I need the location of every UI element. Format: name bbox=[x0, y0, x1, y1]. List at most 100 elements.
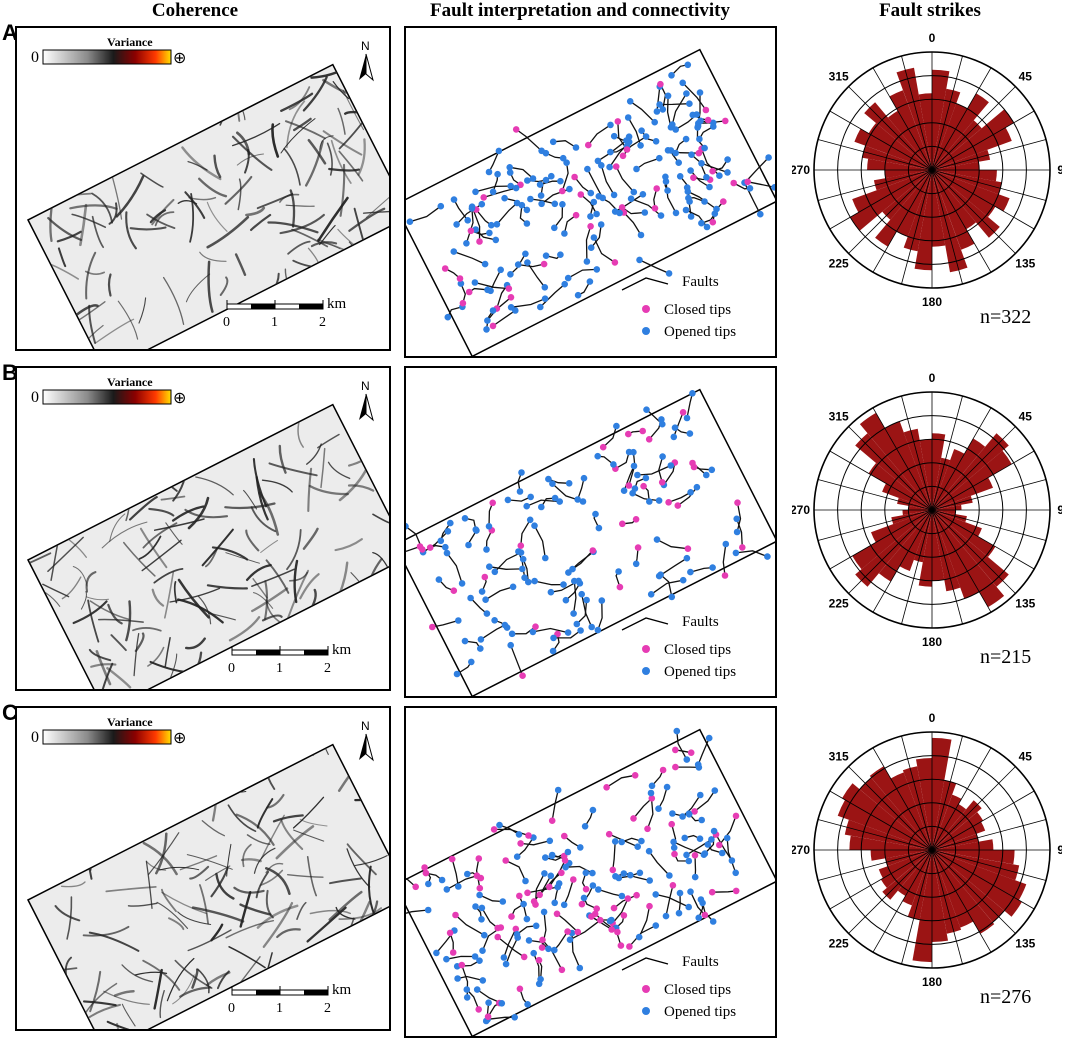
rose-petal bbox=[932, 457, 951, 510]
rose-petal bbox=[932, 170, 997, 182]
scale-bar: 0 1 2km bbox=[223, 296, 347, 330]
svg-text:N: N bbox=[361, 39, 370, 53]
rose-petal bbox=[888, 110, 932, 170]
rose-petal bbox=[932, 850, 1022, 917]
rose-petal bbox=[932, 833, 979, 850]
rose-petal bbox=[932, 850, 1027, 901]
rose-petal bbox=[932, 109, 1014, 170]
rose-petal bbox=[918, 93, 932, 170]
rose-petal bbox=[849, 835, 932, 850]
header-fault-strikes: Fault strikes bbox=[879, 0, 981, 21]
rose-angle-label: 90 bbox=[1057, 503, 1062, 517]
rose-petal bbox=[896, 67, 932, 170]
svg-text:Faults: Faults bbox=[682, 954, 719, 970]
rose-angle-label: 45 bbox=[1019, 70, 1033, 84]
rose-petal bbox=[871, 510, 932, 543]
coherence-map-area bbox=[26, 63, 389, 349]
rose-petal bbox=[880, 850, 932, 888]
header-coherence: Coherence bbox=[151, 0, 239, 21]
rose-petal bbox=[932, 850, 974, 928]
rose-petal bbox=[932, 510, 945, 581]
rose-petal bbox=[913, 510, 932, 563]
rose-petal bbox=[932, 850, 995, 934]
rose-petal bbox=[932, 477, 993, 510]
rose-petal bbox=[932, 510, 1005, 608]
svg-text:Closed tips: Closed tips bbox=[664, 302, 731, 318]
rose-angle-label: 90 bbox=[1057, 163, 1062, 177]
rose-petal bbox=[837, 799, 932, 850]
scale-bar: 0 1 2km bbox=[228, 642, 352, 676]
svg-text:2: 2 bbox=[319, 315, 326, 330]
rose-petal bbox=[932, 170, 996, 217]
svg-text:Variance: Variance bbox=[107, 715, 153, 729]
rose-angle-label: 270 bbox=[792, 843, 810, 857]
variance-colorbar bbox=[42, 389, 172, 405]
svg-text:Closed tips: Closed tips bbox=[664, 642, 731, 658]
rose-petal bbox=[902, 766, 932, 850]
rose-petal bbox=[859, 412, 932, 510]
rose-petal bbox=[932, 850, 962, 934]
svg-text:0: 0 bbox=[223, 315, 230, 330]
variance-colorbar bbox=[42, 49, 172, 65]
rose-petal bbox=[897, 497, 932, 510]
rose-petal bbox=[903, 170, 932, 252]
rose-petal bbox=[907, 850, 932, 920]
svg-text:0: 0 bbox=[31, 729, 39, 746]
sample-count: n=215 bbox=[980, 646, 1032, 668]
north-arrow-icon: N bbox=[359, 379, 374, 422]
rose-petal bbox=[852, 510, 932, 570]
fault-map: Faults Closed tips Opened tips bbox=[406, 727, 775, 1036]
north-arrow-icon: N bbox=[359, 39, 374, 82]
rose-petal bbox=[932, 510, 967, 523]
rose-petal bbox=[882, 483, 932, 510]
rose-petal bbox=[890, 772, 932, 850]
svg-text:Opened tips: Opened tips bbox=[664, 1004, 736, 1020]
svg-text:Faults: Faults bbox=[682, 614, 719, 630]
rose-petal bbox=[878, 510, 932, 582]
rose-petal bbox=[844, 819, 932, 850]
fault-panel: Faults Closed tips Opened tips bbox=[404, 366, 777, 698]
rose-petal bbox=[873, 170, 932, 191]
sample-count: n=276 bbox=[980, 986, 1032, 1008]
scale-bar: 0 1 2km bbox=[228, 982, 352, 1016]
rose-petal bbox=[932, 510, 980, 599]
rose-petal bbox=[908, 505, 932, 510]
svg-text:⊕: ⊕ bbox=[173, 48, 186, 67]
coherence-map: Variance 0 ⊕ N 0 1 2km bbox=[26, 715, 389, 1029]
rose-petal bbox=[912, 850, 932, 963]
rose-petal bbox=[932, 839, 994, 850]
rose-petal bbox=[854, 128, 932, 170]
svg-text:Variance: Variance bbox=[107, 35, 153, 49]
rose-petal bbox=[932, 850, 1020, 881]
svg-text:Opened tips: Opened tips bbox=[664, 664, 736, 680]
rose-petal bbox=[932, 737, 952, 850]
header-fault-interpretation: Fault interpretation and connectivity bbox=[430, 0, 730, 21]
rose-petal bbox=[884, 421, 932, 510]
rose-diagram: 0 45 90 135 180 225 270 315 bbox=[792, 362, 1062, 652]
rose-angle-label: 225 bbox=[829, 596, 849, 610]
rose-petal bbox=[899, 510, 932, 571]
rose-petal bbox=[932, 170, 1002, 195]
rose-petal bbox=[867, 158, 932, 170]
rose-angle-label: 180 bbox=[922, 635, 942, 649]
north-arrow-icon: N bbox=[359, 719, 374, 762]
rose-petal bbox=[932, 510, 996, 557]
coherence-panel: Variance 0 ⊕ N 0 1 2 km bbox=[15, 366, 391, 691]
rose-angle-label: 0 bbox=[929, 31, 936, 45]
rose-petal bbox=[918, 510, 932, 587]
fault-map-outline bbox=[406, 48, 775, 356]
rose-diagram: 0 45 90 135 180 225 270 315 bbox=[792, 702, 1062, 992]
svg-text:2: 2 bbox=[324, 661, 331, 676]
rose-diagram-svg: 0 45 90 135 180 225 270 315 bbox=[792, 371, 1062, 649]
rose-petal bbox=[932, 780, 957, 850]
panel-letter: A bbox=[2, 20, 18, 45]
fault-map-outline bbox=[406, 728, 775, 1036]
rose-petal bbox=[896, 170, 932, 237]
svg-text:1: 1 bbox=[271, 315, 278, 330]
fault-legend: Faults Closed tips Opened tips bbox=[621, 274, 736, 340]
rose-petal bbox=[932, 449, 965, 510]
svg-text:km: km bbox=[332, 982, 352, 998]
rose-petal bbox=[891, 510, 932, 525]
rose-petal bbox=[932, 812, 984, 850]
rose-petal bbox=[932, 821, 986, 850]
